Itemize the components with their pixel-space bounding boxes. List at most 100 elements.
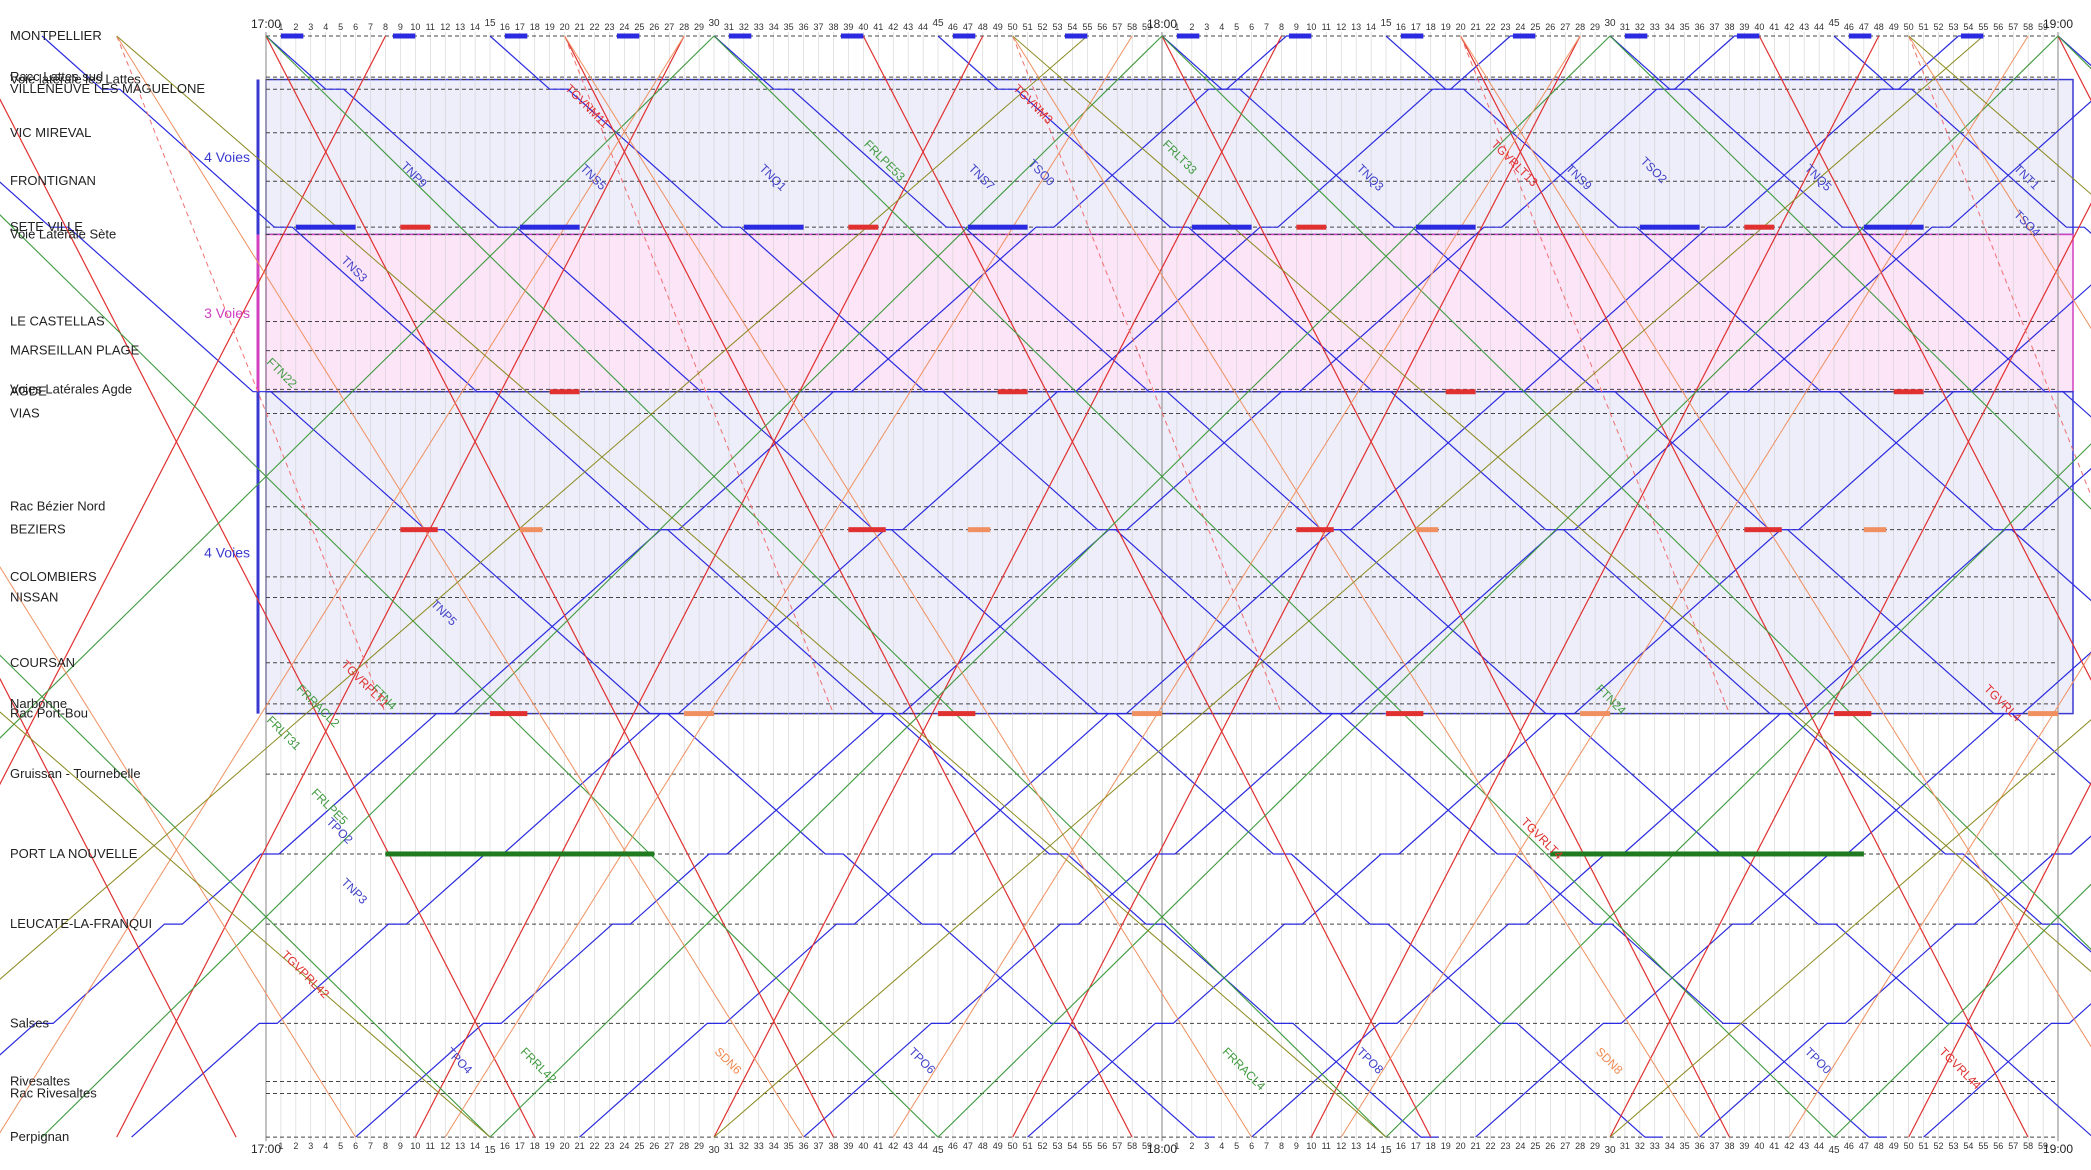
stop-block	[1288, 33, 1312, 39]
minute-tick-label: 22	[1486, 22, 1496, 32]
minute-tick-label: 1	[278, 22, 283, 32]
train-path-freight	[0, 214, 939, 1138]
minute-tick-label: 26	[1545, 22, 1555, 32]
minute-tick-label: 34	[769, 1141, 779, 1151]
minute-tick-label: 30	[1604, 18, 1616, 29]
stop-block	[504, 33, 528, 39]
train-label: SDN6	[712, 1045, 745, 1078]
minute-tick-label: 42	[888, 22, 898, 32]
hour-tick-label: 18:00	[1147, 17, 1177, 31]
minute-tick-label: 9	[398, 1141, 403, 1151]
minute-tick-label: 52	[1934, 1141, 1944, 1151]
minute-tick-label: 48	[978, 22, 988, 32]
minute-tick-label: 5	[338, 22, 343, 32]
minute-tick-label: 19	[1441, 1141, 1451, 1151]
minute-tick-label: 9	[1294, 22, 1299, 32]
minute-tick-label: 2	[293, 1141, 298, 1151]
stop-block	[392, 33, 416, 39]
minute-tick-label: 16	[1396, 22, 1406, 32]
stop-block	[840, 33, 864, 39]
minute-tick-label: 37	[814, 22, 824, 32]
minute-tick-label: 55	[1978, 22, 1988, 32]
train-label: TGVRLT4	[1518, 815, 1566, 863]
stop-block	[519, 527, 543, 533]
stop-block	[1191, 224, 1252, 230]
minute-tick-label: 41	[1769, 1141, 1779, 1151]
minute-tick-label: 59	[1142, 1141, 1152, 1151]
minute-tick-label: 2	[1189, 1141, 1194, 1151]
train-path-freight	[489, 35, 1611, 1138]
minute-tick-label: 35	[784, 1141, 794, 1151]
station-name: Rac Port-Bou	[10, 706, 88, 721]
minute-tick-label: 10	[1306, 1141, 1316, 1151]
minute-tick-label: 32	[1635, 1141, 1645, 1151]
train-path-freight-olive	[0, 35, 1088, 980]
minute-tick-label: 16	[500, 1141, 510, 1151]
stop-block	[1445, 389, 1476, 395]
minute-tick-label: 30	[708, 18, 720, 29]
minute-tick-label: 8	[1279, 1141, 1284, 1151]
minute-tick-label: 35	[784, 22, 794, 32]
station-name: COURSAN	[10, 655, 75, 670]
stop-block	[400, 224, 431, 230]
minute-tick-label: 27	[1560, 22, 1570, 32]
train-path-freight	[0, 35, 715, 739]
minute-tick-label: 6	[353, 1141, 358, 1151]
minute-tick-label: 14	[470, 22, 480, 32]
minute-tick-label: 13	[1351, 22, 1361, 32]
stop-block	[1296, 224, 1327, 230]
stop-block	[684, 711, 714, 717]
minute-tick-label: 21	[1471, 1141, 1481, 1151]
minute-tick-label: 9	[1294, 1141, 1299, 1151]
station-name: MARSEILLAN PLAGE	[10, 343, 140, 358]
train-path-freight	[1161, 35, 2091, 951]
section-bands	[256, 78, 2074, 715]
minute-tick-label: 2	[1189, 22, 1194, 32]
minute-tick-label: 18	[530, 1141, 540, 1151]
minute-tick-label: 50	[1008, 22, 1018, 32]
train-path-tgv	[0, 98, 536, 1138]
train-path-intercites	[564, 35, 1253, 1138]
station-stops	[280, 33, 2058, 857]
minute-tick-label: 26	[1545, 1141, 1555, 1151]
minute-tick-label: 46	[1844, 1141, 1854, 1151]
stop-block	[616, 33, 640, 39]
train-path-tgv	[1609, 202, 2091, 1138]
minute-tick-label: 20	[1456, 1141, 1466, 1151]
minute-tick-label: 36	[799, 22, 809, 32]
minute-tick-label: 42	[1784, 1141, 1794, 1151]
minute-tick-label: 46	[948, 1141, 958, 1151]
stop-block-freight	[385, 851, 655, 857]
train-path-intercites	[0, 35, 685, 1134]
train-path-ter	[0, 181, 1215, 1138]
minute-tick-label: 53	[1948, 1141, 1958, 1151]
station-name: LEUCATE-LA-FRANQUI	[10, 916, 152, 931]
minute-tick-label: 38	[828, 22, 838, 32]
stop-block	[1736, 33, 1760, 39]
minute-tick-label: 3	[308, 22, 313, 32]
minute-tick-label: 56	[1993, 22, 2003, 32]
station-name: PORT LA NOUVELLE	[10, 846, 138, 861]
minute-tick-label: 17	[515, 22, 525, 32]
minute-tick-label: 45	[1828, 1145, 1840, 1156]
minute-tick-label: 49	[993, 1141, 1003, 1151]
station-name: LE CASTELLAS	[10, 314, 105, 329]
stop-block	[1400, 33, 1424, 39]
train-path-tgv	[1310, 35, 1880, 1138]
minute-tick-label: 29	[694, 1141, 704, 1151]
stop-block	[519, 224, 580, 230]
train-path-ter	[937, 35, 2091, 953]
minute-tick-label: 4	[1219, 1141, 1224, 1151]
minute-tick-label: 5	[338, 1141, 343, 1151]
train-path-tgv	[414, 35, 984, 1138]
train-path-freight	[1385, 443, 2091, 1138]
minute-tick-label: 45	[932, 1145, 944, 1156]
minute-tick-label: 26	[649, 1141, 659, 1151]
minute-tick-label: 19	[545, 1141, 555, 1151]
station-name: Salses	[10, 1015, 50, 1030]
train-path-intercites	[1012, 35, 1701, 1138]
section-label: 4 Voies	[204, 149, 250, 165]
minute-tick-label: 14	[1366, 1141, 1376, 1151]
minute-tick-label: 38	[828, 1141, 838, 1151]
